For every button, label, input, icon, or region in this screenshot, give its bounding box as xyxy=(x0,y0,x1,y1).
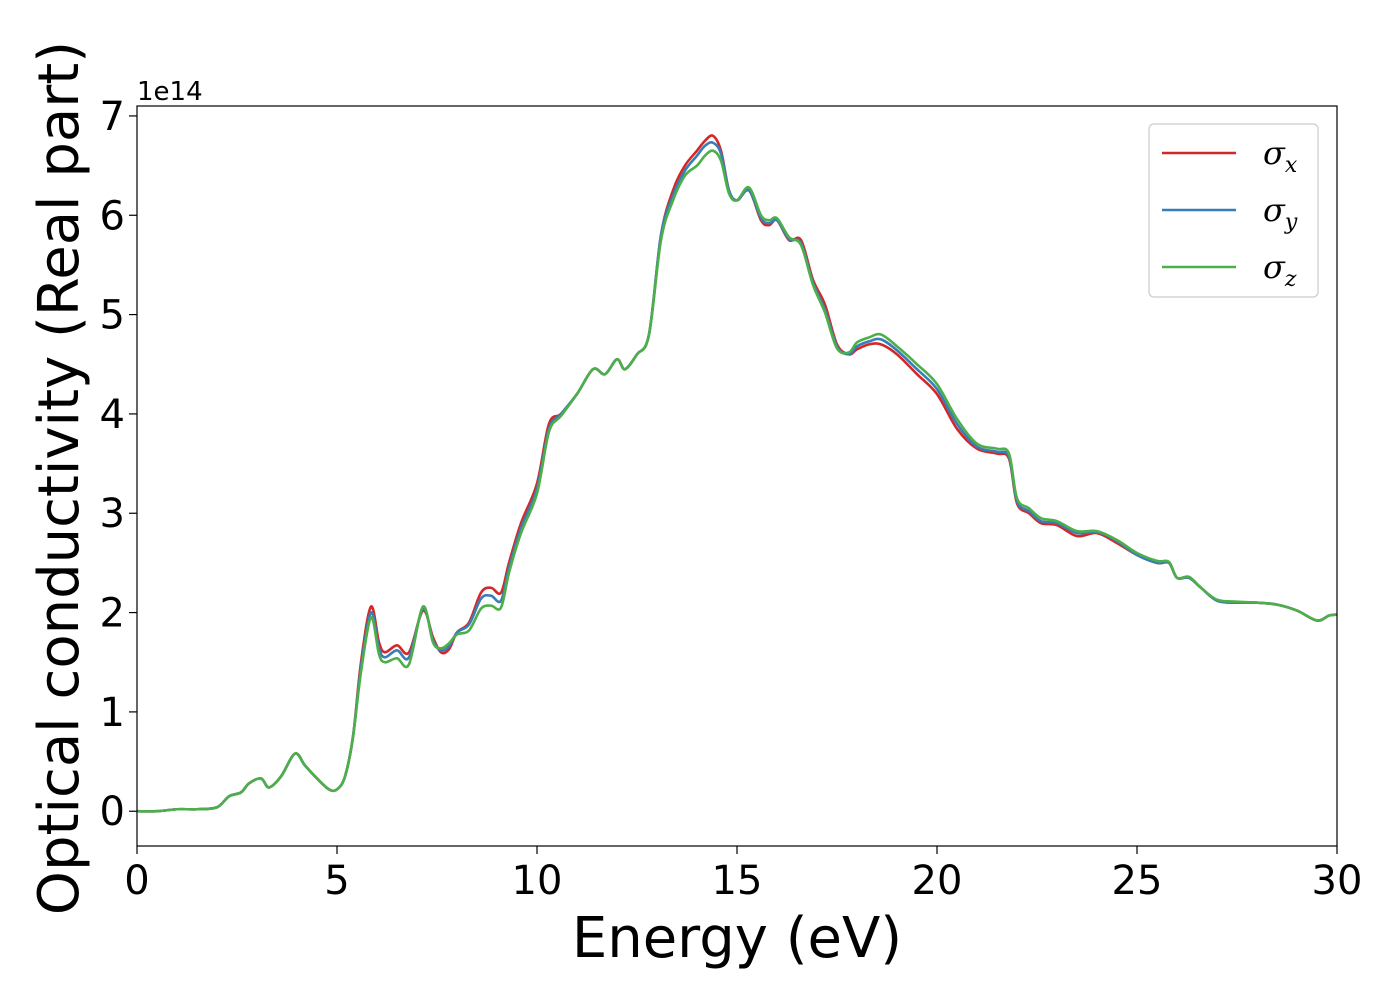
y-axis-title: Optical conductivity (Real part) xyxy=(27,41,92,915)
series-line-z xyxy=(136,149,1338,813)
x-axis-title: Energy (eV) xyxy=(572,906,902,971)
y-tick-label: 2 xyxy=(100,591,125,637)
x-tick-label: 25 xyxy=(1112,858,1163,904)
plot-background xyxy=(137,106,1337,846)
y-tick-label: 3 xyxy=(100,491,125,537)
y-tick-label: 1 xyxy=(100,690,125,736)
y-tick-label: 4 xyxy=(100,392,125,438)
x-tick-label: 15 xyxy=(712,858,763,904)
y-axis-ticks: 0 1 2 3 4 5 6 7 xyxy=(100,94,137,835)
legend-label: σy xyxy=(1263,191,1298,235)
x-tick-label: 20 xyxy=(912,858,963,904)
y-tick-label: 7 xyxy=(100,94,125,140)
y-offset-label: 1e14 xyxy=(137,77,203,107)
legend-label: σx xyxy=(1263,134,1298,178)
y-tick-label: 0 xyxy=(100,789,125,835)
x-tick-label: 5 xyxy=(324,858,349,904)
x-tick-label: 10 xyxy=(512,858,563,904)
x-tick-label: 30 xyxy=(1312,858,1363,904)
series-lines xyxy=(136,134,1338,813)
legend-label: σz xyxy=(1263,248,1297,292)
y-tick-label: 5 xyxy=(100,293,125,339)
y-tick-label: 6 xyxy=(100,193,125,239)
x-axis-ticks: 0 5 10 15 20 25 30 xyxy=(124,846,1362,904)
legend: σx σy σz xyxy=(1148,123,1319,298)
x-tick-label: 0 xyxy=(124,858,149,904)
